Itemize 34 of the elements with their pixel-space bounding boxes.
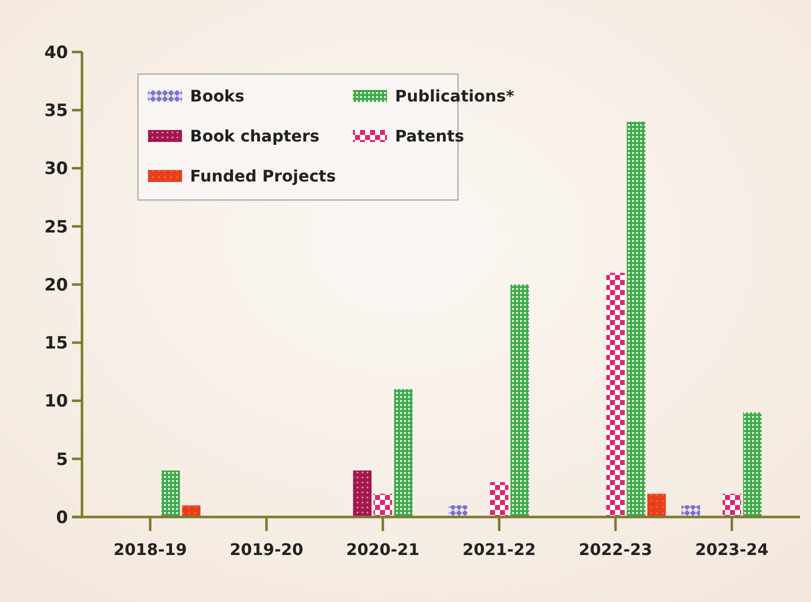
y-tick-label: 30 bbox=[44, 159, 68, 180]
bar bbox=[448, 505, 468, 517]
bar bbox=[353, 470, 372, 517]
legend-label: Books bbox=[190, 86, 244, 106]
x-tick-label: 2022-23 bbox=[578, 540, 652, 559]
bar bbox=[682, 505, 700, 517]
x-tick-label: 2023-24 bbox=[695, 540, 769, 559]
y-tick-label: 20 bbox=[44, 275, 68, 296]
x-tick-label: 2020-21 bbox=[346, 540, 420, 559]
bar bbox=[182, 505, 200, 517]
x-tick-label: 2021-22 bbox=[462, 540, 536, 559]
legend-label: Book chapters bbox=[190, 126, 320, 146]
x-tick-label: 2019-20 bbox=[230, 540, 304, 559]
y-tick-label: 5 bbox=[56, 450, 68, 470]
y-tick-label: 25 bbox=[44, 217, 68, 238]
bar bbox=[490, 482, 508, 517]
y-tick-label: 35 bbox=[44, 101, 68, 122]
bar bbox=[374, 494, 392, 517]
bar bbox=[161, 470, 180, 517]
bar bbox=[626, 122, 646, 517]
legend-label: Funded Projects bbox=[190, 166, 336, 186]
bar bbox=[510, 284, 529, 517]
legend-label: Patents bbox=[395, 126, 464, 146]
y-tick-label: 40 bbox=[44, 42, 68, 63]
bar bbox=[647, 494, 666, 517]
y-tick-label: 15 bbox=[44, 334, 68, 354]
bar bbox=[394, 389, 413, 517]
bar bbox=[606, 272, 625, 517]
legend-label: Publications* bbox=[395, 86, 515, 106]
y-tick-label: 0 bbox=[56, 508, 68, 528]
bar bbox=[722, 494, 742, 517]
bar bbox=[743, 412, 762, 517]
y-tick-label: 10 bbox=[44, 392, 68, 412]
x-tick-label: 2018-19 bbox=[113, 540, 187, 559]
